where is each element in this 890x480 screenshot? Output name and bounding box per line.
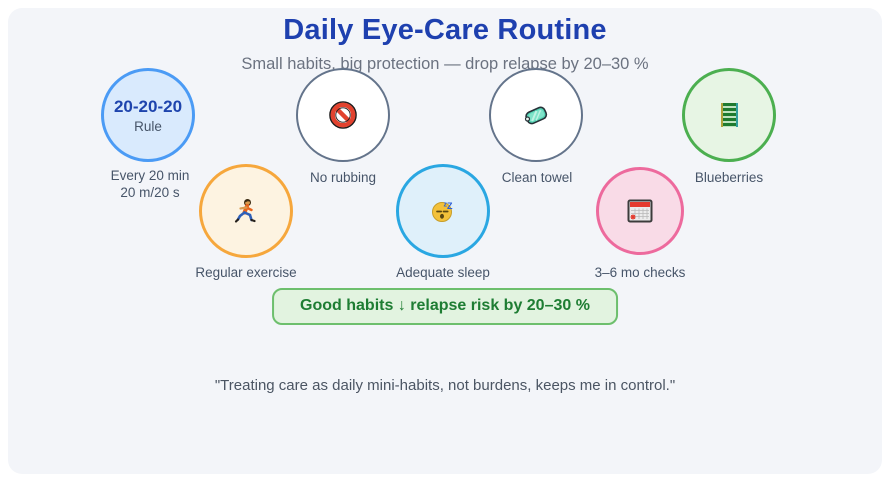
rule-name-text: 20-20-20 xyxy=(113,96,183,116)
bubble-blueberries xyxy=(682,68,776,162)
calendar-icon xyxy=(627,199,653,223)
caption-line-1: Every 20 min xyxy=(110,168,190,183)
bubble-clean-towel xyxy=(489,68,583,162)
no-entry-icon xyxy=(329,101,357,129)
page-title: Daily Eye-Care Routine xyxy=(283,14,607,46)
label-adequate-sleep: Adequate sleep xyxy=(396,265,490,280)
label-clean-towel: Clean towel xyxy=(501,170,573,185)
bubble-20-20-20-rule: 20-20-20 Rule xyxy=(101,68,195,162)
bubble-regular-exercise xyxy=(199,164,293,258)
bubble-no-rubbing xyxy=(296,68,390,162)
label-checkups: 3–6 mo checks xyxy=(594,265,686,280)
sleeping-face-icon: z Z xyxy=(432,201,453,222)
label-blueberries: Blueberries xyxy=(694,170,764,185)
svg-text:z: z xyxy=(444,202,448,209)
rule-word-text: Rule xyxy=(134,118,162,134)
quote-text: "Treating care as daily mini-habits, not… xyxy=(214,377,676,394)
caption-20-20-20: Every 20 min 20 m/20 s xyxy=(40,167,260,201)
bubble-checkups xyxy=(596,167,684,255)
blueberries-icon xyxy=(720,103,738,127)
label-no-rubbing: No rubbing xyxy=(309,170,377,185)
label-regular-exercise: Regular exercise xyxy=(195,265,297,280)
svg-text:Z: Z xyxy=(447,201,453,211)
soap-icon xyxy=(524,106,548,125)
benefit-banner: Good habits ↓ relapse risk by 20–30 % xyxy=(272,288,618,325)
caption-line-2: 20 m/20 s xyxy=(120,185,180,200)
runner-icon xyxy=(234,199,256,223)
bubble-adequate-sleep: z Z xyxy=(396,164,490,258)
